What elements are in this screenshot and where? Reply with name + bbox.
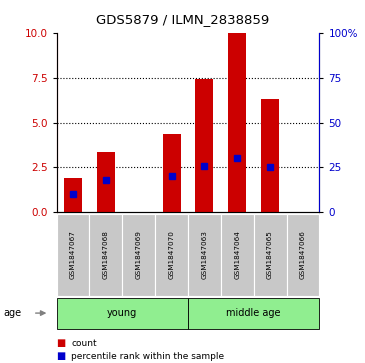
Text: count: count: [71, 339, 97, 347]
Text: GSM1847064: GSM1847064: [234, 231, 240, 280]
Text: middle age: middle age: [226, 308, 281, 318]
Text: GSM1847063: GSM1847063: [201, 231, 207, 280]
Bar: [64, 178, 82, 212]
Bar: [228, 33, 246, 212]
Text: GSM1847067: GSM1847067: [70, 231, 76, 280]
Bar: [97, 152, 115, 212]
Text: age: age: [4, 308, 22, 318]
Text: GSM1847069: GSM1847069: [136, 231, 142, 280]
Bar: [261, 99, 279, 212]
Text: GSM1847070: GSM1847070: [169, 231, 174, 280]
Text: GSM1847065: GSM1847065: [267, 231, 273, 280]
Text: ■: ■: [57, 351, 66, 362]
Bar: [195, 79, 214, 212]
Text: GDS5879 / ILMN_2838859: GDS5879 / ILMN_2838859: [96, 13, 269, 26]
Text: percentile rank within the sample: percentile rank within the sample: [71, 352, 224, 361]
Text: ■: ■: [57, 338, 66, 348]
Text: GSM1847066: GSM1847066: [300, 231, 306, 280]
Text: GSM1847068: GSM1847068: [103, 231, 109, 280]
Text: young: young: [107, 308, 137, 318]
Bar: [162, 134, 181, 212]
